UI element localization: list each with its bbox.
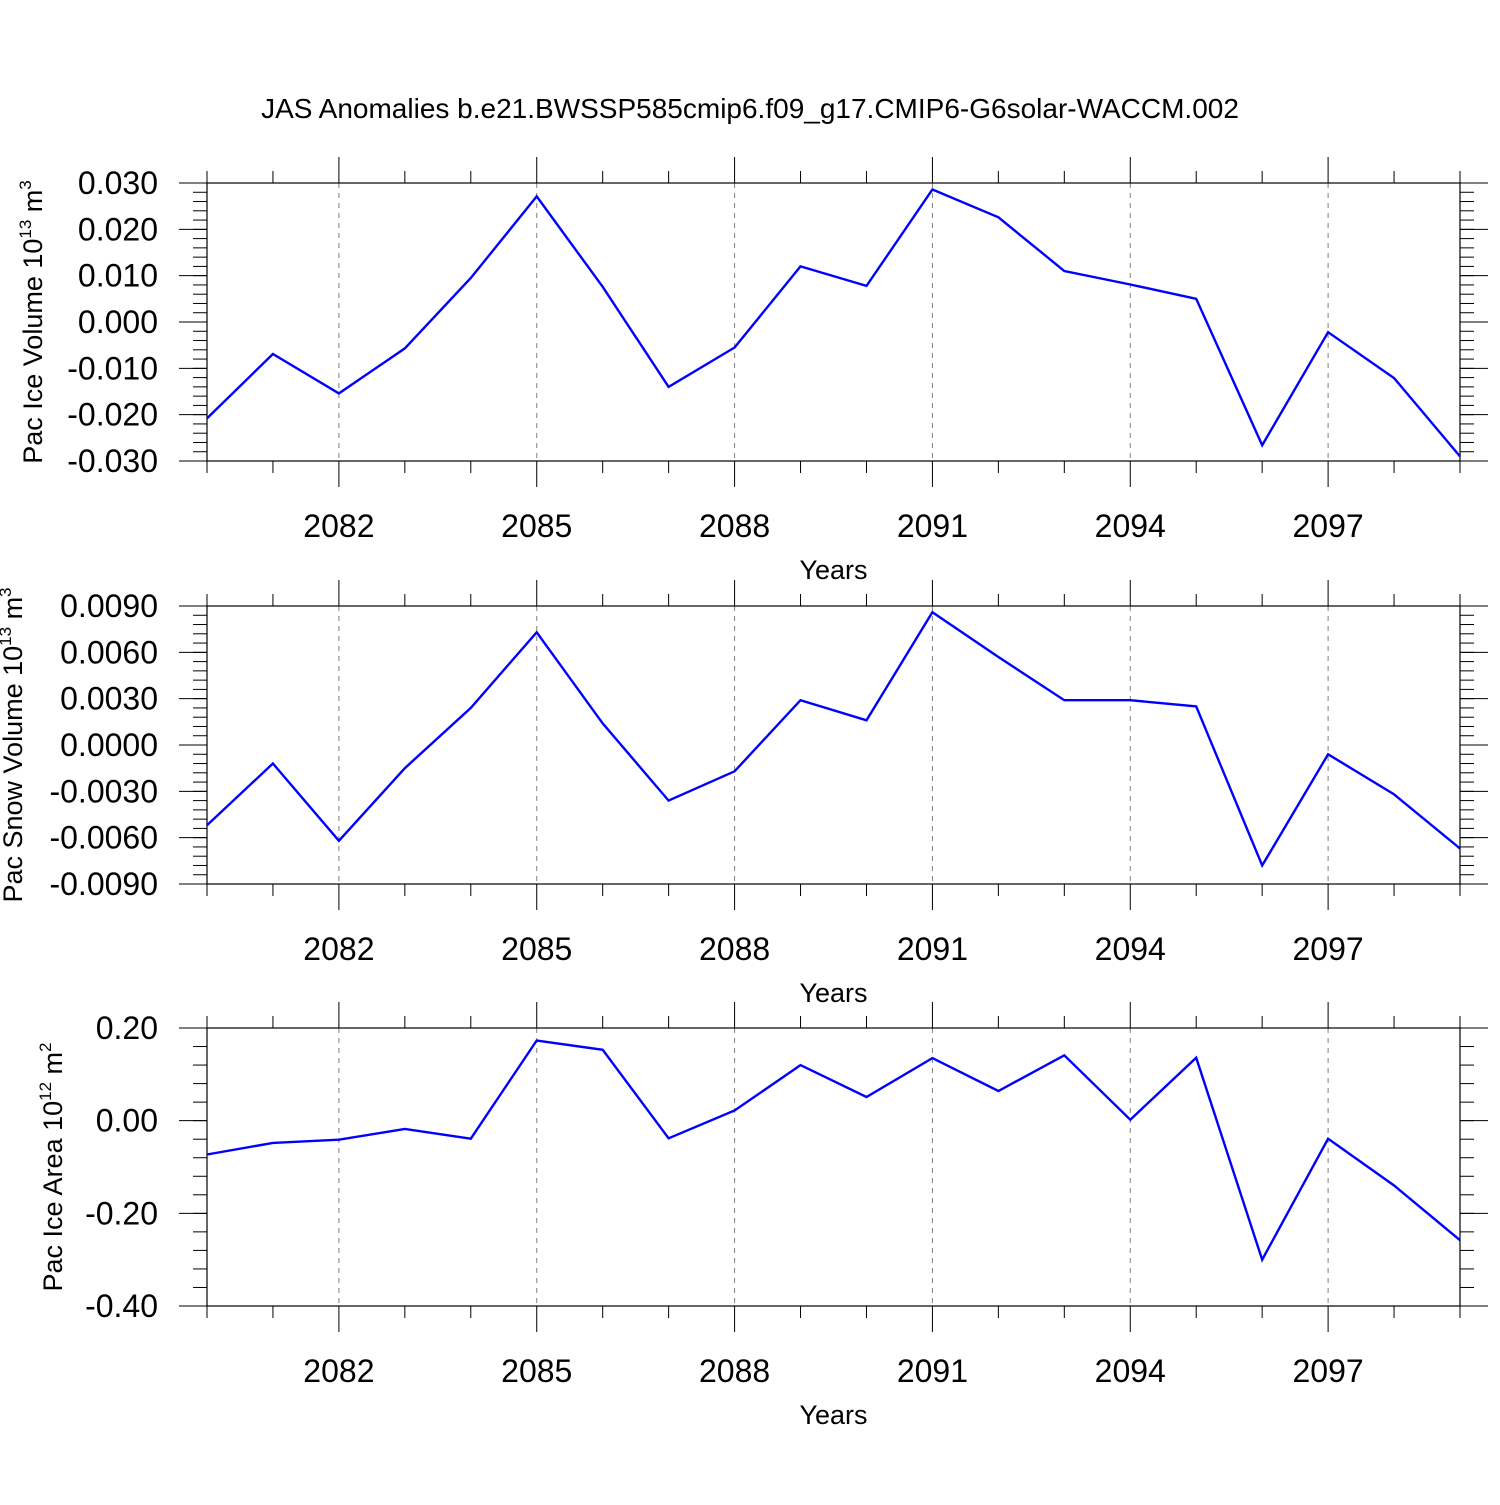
plot-frame <box>207 183 1460 461</box>
y-tick-label: 0.00 <box>96 1103 158 1139</box>
x-tick-label: 2097 <box>1293 931 1364 967</box>
x-tick-label: 2082 <box>303 508 374 544</box>
y-tick-label: -0.0030 <box>49 773 158 809</box>
y-tick-label: -0.020 <box>67 397 158 433</box>
series-line-1 <box>207 190 1460 457</box>
x-tick-label: 2088 <box>699 931 770 967</box>
y-tick-label: -0.0060 <box>49 820 158 856</box>
x-axis-title: Years <box>799 1400 867 1430</box>
y-tick-label: -0.010 <box>67 350 158 386</box>
x-tick-label: 2094 <box>1095 1353 1166 1389</box>
panels: 2082 2085 2088 2091 2094 2097 Years -0.030 -0.02… <box>0 157 1488 1430</box>
x-tick-label: 2094 <box>1095 508 1166 544</box>
y-tick-label: 0.0000 <box>60 727 158 763</box>
y-axis-title: Pac Snow Volume 1013 m3 <box>0 587 28 902</box>
y-tick-label: 0.030 <box>78 165 158 201</box>
x-tick-label: 2094 <box>1095 931 1166 967</box>
chart-panel-1: 2082 2085 2088 2091 2094 2097 Years -0.030 -0.02… <box>16 157 1488 585</box>
x-tick-label: 2091 <box>897 508 968 544</box>
y-tick-label: -0.030 <box>67 443 158 479</box>
series-line-1 <box>207 1041 1460 1260</box>
x-tick-label: 2091 <box>897 1353 968 1389</box>
y-tick-label: 0.0090 <box>60 588 158 624</box>
chart-panel-2: 2082 2085 2088 2091 2094 2097 Years -0.0090 -0.0… <box>0 580 1488 1008</box>
y-axis-title: Pac Ice Area 1012 m2 <box>36 1042 68 1291</box>
series-line-1 <box>207 612 1460 865</box>
chart-panel-3: 2082 2085 2088 2091 2094 2097 Years -0.40 -0.20 0… <box>36 1002 1488 1430</box>
y-tick-label: 0.0060 <box>60 634 158 670</box>
y-tick-label: -0.0090 <box>49 866 158 902</box>
y-tick-label: 0.010 <box>78 258 158 294</box>
plot-frame <box>207 606 1460 884</box>
x-tick-label: 2088 <box>699 1353 770 1389</box>
y-tick-label: 0.000 <box>78 304 158 340</box>
y-tick-label: 0.20 <box>96 1010 158 1046</box>
x-tick-label: 2082 <box>303 931 374 967</box>
y-tick-label: 0.0030 <box>60 681 158 717</box>
y-tick-label: -0.20 <box>85 1195 158 1231</box>
y-tick-label: 0.020 <box>78 211 158 247</box>
figure-title: JAS Anomalies b.e21.BWSSP585cmip6.f09_g1… <box>261 93 1239 124</box>
x-tick-label: 2082 <box>303 1353 374 1389</box>
x-tick-label: 2097 <box>1293 508 1364 544</box>
y-tick-label: -0.40 <box>85 1288 158 1324</box>
x-tick-label: 2085 <box>501 508 572 544</box>
y-axis-title: Pac Ice Volume 1013 m3 <box>16 180 48 464</box>
plot-frame <box>207 1028 1460 1306</box>
x-axis-title: Years <box>799 555 867 585</box>
x-tick-label: 2085 <box>501 1353 572 1389</box>
x-tick-label: 2085 <box>501 931 572 967</box>
x-tick-label: 2088 <box>699 508 770 544</box>
x-tick-label: 2097 <box>1293 1353 1364 1389</box>
x-tick-label: 2091 <box>897 931 968 967</box>
x-axis-title: Years <box>799 978 867 1008</box>
